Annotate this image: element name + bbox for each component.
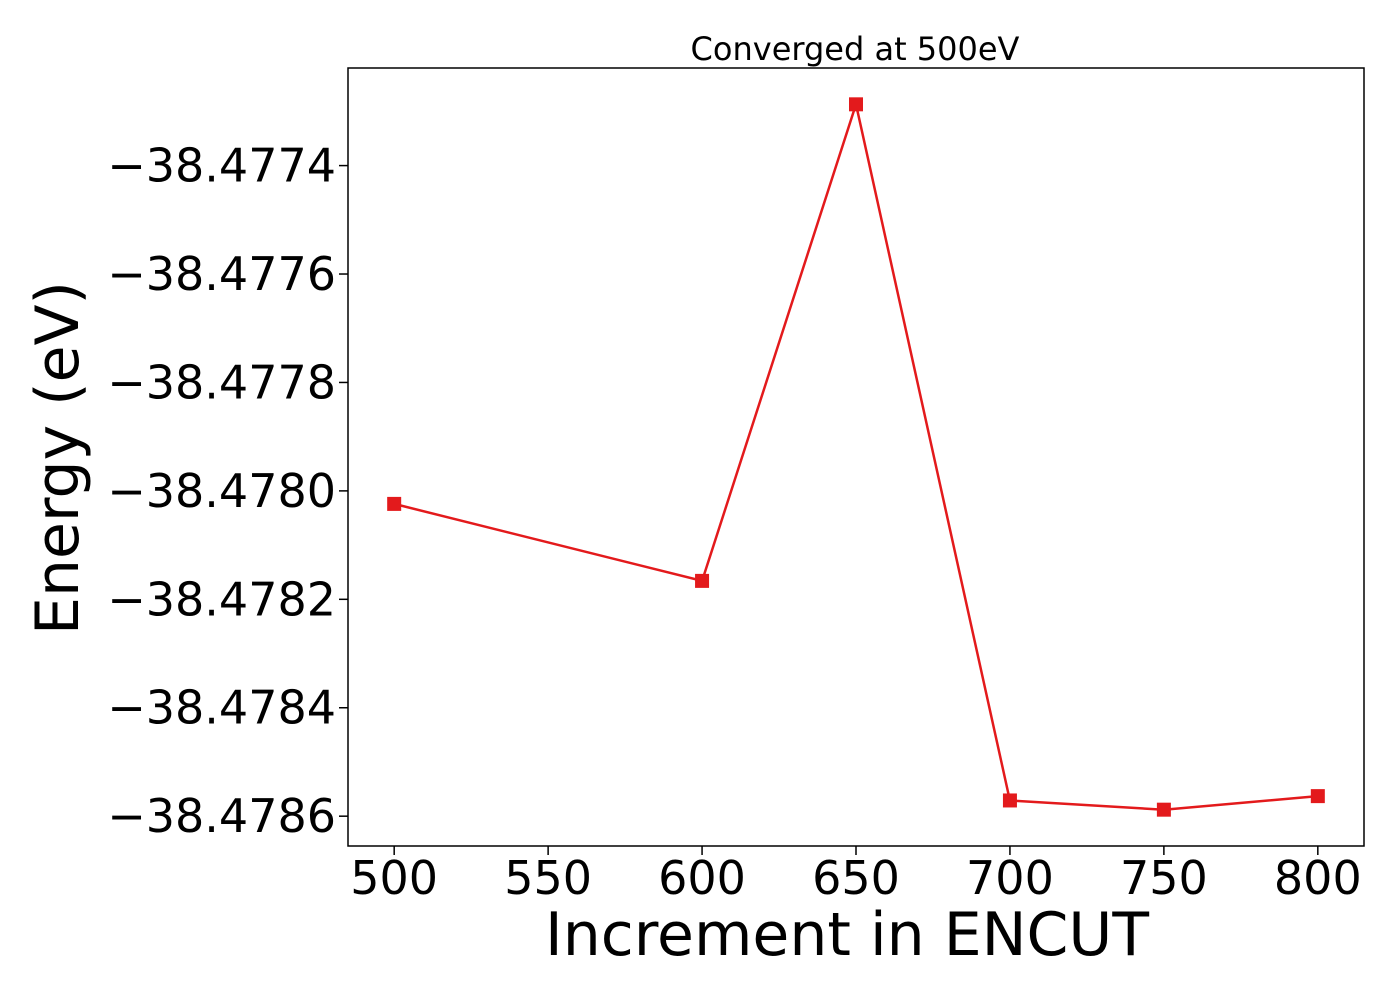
data-point-marker xyxy=(1310,789,1325,804)
y-tick-label: −38.4780 xyxy=(107,464,336,518)
y-tick-label: −38.4776 xyxy=(107,247,336,301)
x-tick-label: 750 xyxy=(1120,851,1208,905)
data-point-marker xyxy=(695,573,710,588)
x-axis-title: Increment in ENCUT xyxy=(545,900,1149,970)
data-point-marker xyxy=(1002,793,1017,808)
series-group xyxy=(387,97,1325,817)
y-tick-label: −38.4786 xyxy=(107,789,336,843)
y-axis-title: Energy (eV) xyxy=(23,281,93,635)
y-tick-label: −38.4774 xyxy=(107,139,336,193)
x-tick-label: 550 xyxy=(504,851,592,905)
plot-area-frame xyxy=(347,67,1365,847)
x-tick-label: 800 xyxy=(1274,851,1362,905)
x-tick-label: 500 xyxy=(350,851,438,905)
x-axis: 500 550 600 650 700 750 800 xyxy=(350,846,1362,905)
y-tick-label: −38.4782 xyxy=(107,572,336,626)
y-tick-label: −38.4778 xyxy=(107,355,336,409)
x-tick-label: 700 xyxy=(966,851,1054,905)
data-point-marker xyxy=(1156,802,1171,817)
chart-title: Converged at 500eV xyxy=(691,30,1020,68)
x-tick-label: 650 xyxy=(812,851,900,905)
series-line xyxy=(393,99,1318,811)
data-point-marker xyxy=(387,496,402,511)
x-tick-label: 600 xyxy=(658,851,746,905)
data-point-marker xyxy=(849,97,863,112)
y-tick-label: −38.4784 xyxy=(107,681,336,735)
y-axis: −38.4774 −38.4776 −38.4778 −38.4780 −38.4782… xyxy=(107,139,348,843)
